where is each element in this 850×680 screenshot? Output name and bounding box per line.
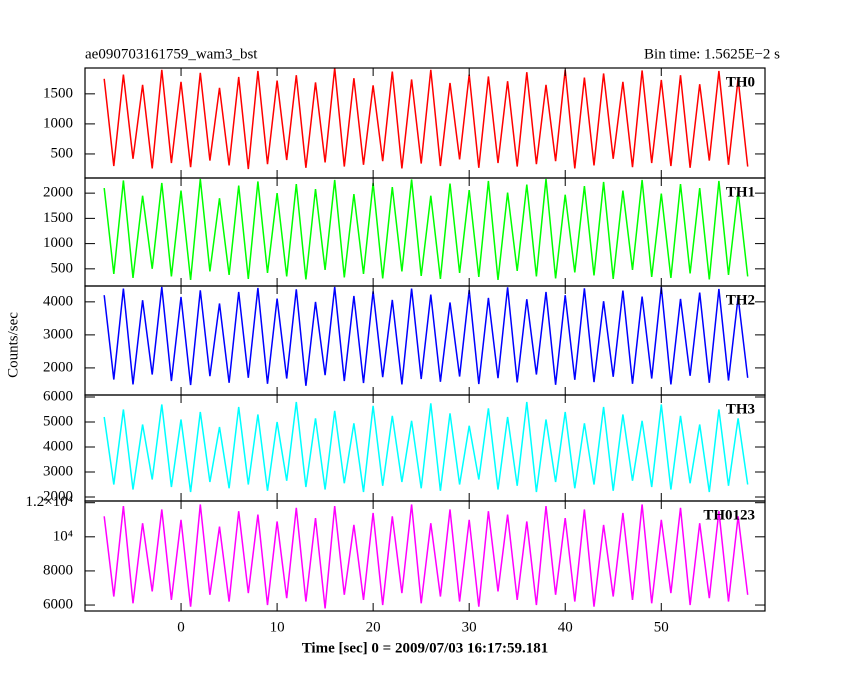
x-tick-label: 50 <box>654 619 669 635</box>
chart-subtitle: Bin time: 1.5625E−2 s <box>644 46 780 62</box>
chart-title: ae090703161759_wam3_bst <box>85 46 258 62</box>
x-tick-label: 40 <box>558 619 573 635</box>
y-tick-label: 5000 <box>43 413 73 429</box>
panel-frame <box>84 177 766 287</box>
panel-frame <box>84 500 766 612</box>
light-curve <box>103 401 749 493</box>
light-curve <box>103 286 749 386</box>
series-label: TH1 <box>726 184 755 200</box>
y-tick-label: 1.2×10⁴ <box>26 494 73 510</box>
series-label: TH3 <box>726 401 755 417</box>
x-tick-label: 20 <box>366 619 381 635</box>
x-tick-label: 0 <box>177 619 185 635</box>
y-tick-label: 1000 <box>43 235 73 251</box>
y-tick-label: 3000 <box>43 463 73 479</box>
y-tick-label: 10⁴ <box>53 528 73 544</box>
y-tick-label: 1000 <box>43 115 73 131</box>
y-tick-label: 1500 <box>43 210 73 226</box>
y-tick-label: 3000 <box>43 326 73 342</box>
series-label: TH0123 <box>703 507 755 523</box>
series-label: TH0 <box>726 74 755 90</box>
x-tick-label: 30 <box>462 619 477 635</box>
y-tick-label: 2000 <box>43 488 73 504</box>
light-curve <box>103 67 749 170</box>
y-tick-label: 8000 <box>43 562 73 578</box>
light-curve <box>103 504 749 609</box>
y-tick-label: 6000 <box>43 596 73 612</box>
y-tick-label: 4000 <box>43 293 73 309</box>
y-tick-label: 1500 <box>43 85 73 101</box>
x-axis-label: Time [sec] 0 = 2009/07/03 16:17:59.181 <box>302 640 549 656</box>
y-tick-label: 2000 <box>43 185 73 201</box>
y-tick-label: 2000 <box>43 359 73 375</box>
y-axis-label: Counts/sec <box>5 312 21 378</box>
y-tick-label: 500 <box>51 145 74 161</box>
x-tick-label: 10 <box>270 619 285 635</box>
y-tick-label: 500 <box>51 260 74 276</box>
y-tick-label: 6000 <box>43 388 73 404</box>
series-label: TH2 <box>726 292 755 308</box>
light-curve <box>103 178 749 280</box>
y-tick-label: 4000 <box>43 438 73 454</box>
